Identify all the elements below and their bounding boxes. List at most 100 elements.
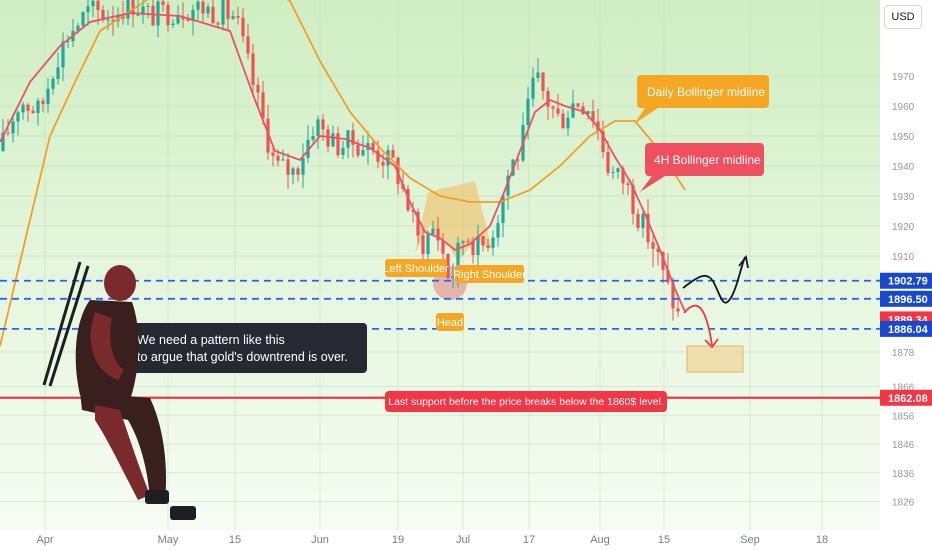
price-label xyxy=(880,272,932,289)
candle-body xyxy=(156,1,160,26)
figure-boot-2 xyxy=(170,506,196,520)
candle-body xyxy=(241,17,245,37)
candle-body xyxy=(161,1,165,5)
candle-body xyxy=(321,119,325,130)
candle-body xyxy=(236,16,240,18)
candle-body xyxy=(91,0,95,7)
y-tick-label: 1930 xyxy=(892,192,915,203)
candle-body xyxy=(451,275,455,278)
4h-bollinger-callout xyxy=(645,143,764,176)
y-tick-label: 1856 xyxy=(892,411,915,422)
candle-body xyxy=(191,9,195,21)
candle-body xyxy=(651,242,655,249)
bullish-scenario-path xyxy=(682,256,746,304)
candle-body xyxy=(251,53,255,85)
candle-body xyxy=(526,98,530,125)
4h-bollinger-midline xyxy=(0,12,686,313)
candle-body xyxy=(281,159,285,161)
time-axis[interactable] xyxy=(0,530,880,550)
support-note-box xyxy=(385,391,667,412)
candle-body xyxy=(136,14,140,16)
candle-body xyxy=(586,111,590,115)
candle-body xyxy=(446,253,450,278)
candle-body xyxy=(316,119,320,136)
support-note-text: Last support before the price breaks bel… xyxy=(388,396,664,408)
right-shoulder-label xyxy=(455,265,524,283)
right-shoulder-label-text: Right Shoulder xyxy=(453,269,526,281)
candle-body xyxy=(496,223,500,238)
y-tick-label: 1836 xyxy=(892,469,915,480)
candle-body xyxy=(606,152,610,173)
currency-button[interactable]: USD xyxy=(884,5,922,29)
daily-bollinger-callout-pointer xyxy=(634,108,658,124)
candle-body xyxy=(656,248,660,252)
candle-body xyxy=(406,188,410,211)
y-tick-label: 1846 xyxy=(892,440,915,451)
x-tick-label: 19 xyxy=(392,534,404,546)
4h-bollinger-callout-text: 4H Bollinger midline xyxy=(654,153,761,167)
pattern-callout-box xyxy=(128,323,367,373)
x-tick-label: Aug xyxy=(590,534,610,546)
head-label-text: Head xyxy=(437,317,463,329)
candle-body xyxy=(426,234,430,255)
candle-body xyxy=(456,242,460,276)
candle-body xyxy=(256,84,260,93)
candle-body xyxy=(21,104,25,113)
candle-body xyxy=(386,150,390,166)
candle-body xyxy=(516,159,520,161)
figure-leg-1 xyxy=(80,392,167,500)
x-tick-label: 18 xyxy=(816,534,828,546)
figure-arm xyxy=(90,312,124,380)
bearish-arrowhead xyxy=(704,338,719,349)
candle-body xyxy=(541,72,545,92)
candle-body xyxy=(261,92,265,119)
candle-body xyxy=(291,168,295,175)
candle-body xyxy=(61,41,65,68)
candle-body xyxy=(86,6,90,13)
x-tick-label: 15 xyxy=(229,534,241,546)
candle-body xyxy=(551,106,555,109)
candle-body xyxy=(436,228,440,241)
head-label xyxy=(436,313,464,331)
candle-body xyxy=(271,152,275,156)
candle-body xyxy=(476,236,480,256)
candle-body xyxy=(611,172,615,174)
candle-body xyxy=(506,175,510,196)
candle-body xyxy=(176,16,180,24)
candle-body xyxy=(471,241,475,256)
candle-body xyxy=(331,133,335,147)
x-tick-label: Jul xyxy=(456,534,470,546)
candle-body xyxy=(196,1,200,10)
candle-body xyxy=(131,0,135,15)
daily-bollinger-midline xyxy=(0,0,686,347)
candle-body xyxy=(216,23,220,25)
pattern-callout-line-1: We need a pattern like this xyxy=(137,333,285,347)
candle-body xyxy=(181,16,185,20)
candle-body xyxy=(461,240,465,243)
left-shoulder-label-text: Left Shoulder xyxy=(383,263,449,275)
candle-body xyxy=(566,117,570,129)
candle-body xyxy=(56,67,60,79)
candle-body xyxy=(76,25,80,31)
candle-body xyxy=(31,110,35,114)
y-tick-label: 1878 xyxy=(892,348,915,359)
candle-body xyxy=(481,236,485,246)
candle-body xyxy=(286,159,290,175)
candle-body xyxy=(341,147,345,155)
candle-body xyxy=(231,16,235,19)
y-tick-label: 1950 xyxy=(892,132,915,143)
candle-body xyxy=(151,5,155,26)
price-label-text: 1862.08 xyxy=(888,393,928,405)
candle-body xyxy=(121,15,125,19)
candle-body xyxy=(66,41,70,43)
candle-body xyxy=(486,245,490,248)
x-tick-label: 17 xyxy=(523,534,535,546)
candle-body xyxy=(51,78,55,89)
candle-body xyxy=(171,23,175,26)
candle-body xyxy=(336,133,340,155)
figure-leg-2 xyxy=(95,405,150,500)
bullish-arrowhead xyxy=(738,254,749,269)
candle-body xyxy=(546,91,550,107)
candle-body xyxy=(351,130,355,145)
